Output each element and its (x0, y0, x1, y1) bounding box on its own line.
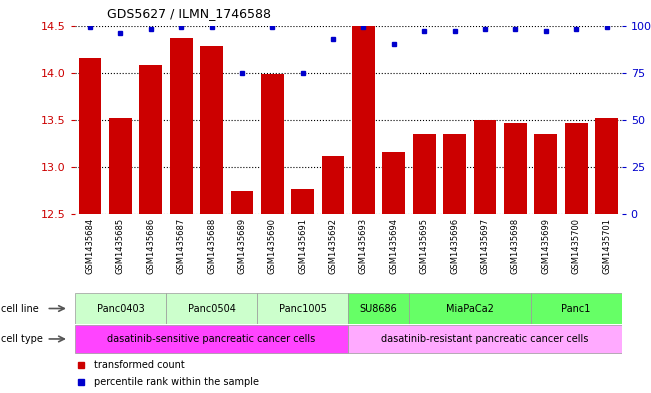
Bar (257, 294, 348, 323)
Text: Panc0403: Panc0403 (96, 303, 145, 314)
Bar (413, 134, 436, 214)
Text: GSM1435698: GSM1435698 (511, 218, 520, 274)
Bar (348, 294, 409, 323)
Text: GSM1435686: GSM1435686 (146, 218, 156, 274)
Bar (75, 325, 348, 353)
Text: transformed count: transformed count (94, 360, 185, 370)
Text: GSM1435684: GSM1435684 (85, 218, 94, 274)
Bar (352, 26, 375, 214)
Text: GSM1435691: GSM1435691 (298, 218, 307, 274)
Bar (534, 134, 557, 214)
Text: GSM1435694: GSM1435694 (389, 218, 398, 274)
Text: GSM1435693: GSM1435693 (359, 218, 368, 274)
Text: GSM1435687: GSM1435687 (176, 218, 186, 274)
Text: GSM1435696: GSM1435696 (450, 218, 459, 274)
Text: cell line: cell line (1, 303, 39, 314)
Bar (166, 294, 257, 323)
Text: GSM1435685: GSM1435685 (116, 218, 125, 274)
Text: Panc0504: Panc0504 (187, 303, 236, 314)
Text: GSM1435695: GSM1435695 (420, 218, 429, 274)
Text: GSM1435700: GSM1435700 (572, 218, 581, 274)
Text: dasatinib-resistant pancreatic cancer cells: dasatinib-resistant pancreatic cancer ce… (381, 334, 589, 344)
Bar (109, 118, 132, 214)
Bar (79, 58, 102, 214)
Bar (564, 123, 587, 214)
Bar (473, 120, 496, 214)
Text: percentile rank within the sample: percentile rank within the sample (94, 377, 259, 387)
Text: MiaPaCa2: MiaPaCa2 (446, 303, 493, 314)
Text: SU8686: SU8686 (360, 303, 398, 314)
Bar (409, 294, 531, 323)
Text: GSM1435699: GSM1435699 (541, 218, 550, 274)
Text: Panc1005: Panc1005 (279, 303, 327, 314)
Bar (504, 123, 527, 214)
Text: GDS5627 / ILMN_1746588: GDS5627 / ILMN_1746588 (107, 7, 271, 20)
Text: GSM1435689: GSM1435689 (238, 218, 247, 274)
Bar (322, 156, 344, 214)
Text: GSM1435697: GSM1435697 (480, 218, 490, 274)
Bar (348, 325, 622, 353)
Text: GSM1435690: GSM1435690 (268, 218, 277, 274)
Text: GSM1435688: GSM1435688 (207, 218, 216, 274)
Text: Panc1: Panc1 (561, 303, 591, 314)
Text: GSM1435692: GSM1435692 (329, 218, 338, 274)
Bar (382, 152, 405, 214)
Text: dasatinib-sensitive pancreatic cancer cells: dasatinib-sensitive pancreatic cancer ce… (107, 334, 316, 344)
Bar (292, 189, 314, 214)
Bar (261, 73, 284, 214)
Bar (443, 134, 466, 214)
Bar (170, 38, 193, 214)
Bar (139, 65, 162, 214)
Bar (595, 118, 618, 214)
Bar (531, 294, 622, 323)
Text: GSM1435701: GSM1435701 (602, 218, 611, 274)
Bar (230, 191, 253, 214)
Bar (75, 294, 166, 323)
Bar (201, 46, 223, 214)
Text: cell type: cell type (1, 334, 43, 344)
